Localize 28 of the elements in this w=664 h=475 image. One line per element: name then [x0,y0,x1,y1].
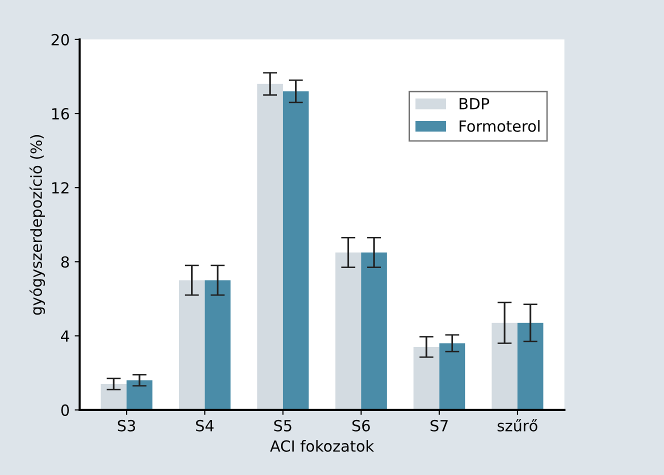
x-tick-label: szűrő [498,419,538,432]
bar [414,346,440,410]
x-tick-label: S4 [196,420,214,432]
bar [439,343,466,410]
bar [178,280,205,410]
y-tick-label: 20 [52,34,69,46]
x-axis-title: ACI fokozatok [270,440,374,452]
bar [257,84,283,410]
legend-label: BDP [460,98,490,110]
y-tick-label: 8 [61,256,69,268]
y-tick-label: 16 [52,108,69,120]
bar [335,252,362,410]
y-axis-title: gyógyszerdepozíció (%) [30,135,45,315]
bar [126,380,152,410]
y-tick-label: 0 [61,404,69,416]
bar [517,322,544,410]
y-tick-label: 4 [60,330,70,342]
bar [282,91,309,410]
x-tick-label: S6 [352,420,370,432]
bar [361,252,387,410]
bar [204,280,231,410]
x-tick-label: S5 [274,420,292,432]
x-tick-label: S7 [430,420,448,432]
x-tick-label: S3 [118,420,136,432]
bar [100,384,127,410]
y-tick-label: 12 [52,182,68,194]
bar [492,322,518,410]
legend-label: Formoterol [460,120,540,132]
